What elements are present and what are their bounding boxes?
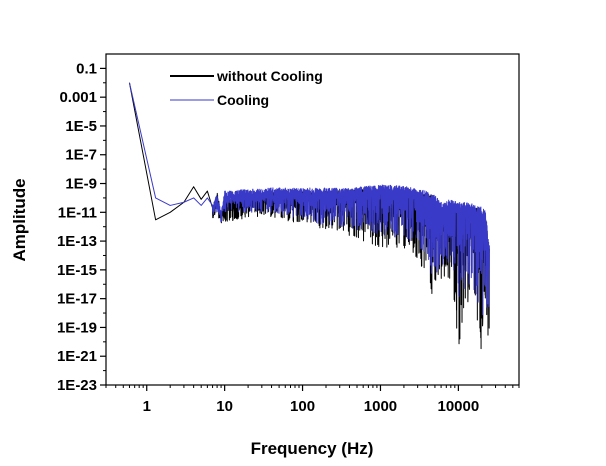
y-tick-label: 1E-21 (57, 348, 97, 365)
legend-label: Cooling (217, 92, 269, 108)
y-tick-label: 1E-13 (57, 233, 97, 250)
y-axis: 0.1 0.001 1E-5 1E-7 1E-9 1E-11 1E-13 1E-15 1E-17… (57, 60, 106, 394)
x-tick-label: 10000 (438, 398, 480, 415)
x-tick-label: 10 (216, 398, 233, 415)
x-tick-label: 1 (143, 398, 151, 415)
y-tick-label: 1E-7 (65, 147, 97, 164)
series-line-cooling (128, 82, 490, 316)
y-tick-label: 0.1 (76, 60, 97, 77)
legend: without Cooling Cooling (170, 68, 323, 108)
legend-label: without Cooling (216, 68, 323, 84)
plot-frame (105, 53, 520, 386)
y-tick-label: 1E-11 (58, 204, 97, 221)
y-tick-label: 1E-5 (65, 118, 97, 135)
y-tick-label: 1E-17 (57, 291, 97, 308)
x-axis-title: Frequency (Hz) (251, 439, 374, 458)
y-tick-label: 1E-15 (57, 262, 97, 279)
x-tick-label: 1000 (364, 398, 397, 415)
y-tick-label: 1E-23 (57, 377, 97, 394)
x-axis: 1 10 100 1000 10000 (105, 385, 520, 415)
x-tick-label: 100 (290, 398, 315, 415)
plot-series-group (128, 82, 490, 350)
y-axis-title: Amplitude (10, 178, 29, 261)
y-tick-label: 1E-19 (57, 319, 97, 336)
y-tick-label: 0.001 (59, 89, 97, 106)
y-tick-label: 1E-9 (65, 176, 97, 193)
